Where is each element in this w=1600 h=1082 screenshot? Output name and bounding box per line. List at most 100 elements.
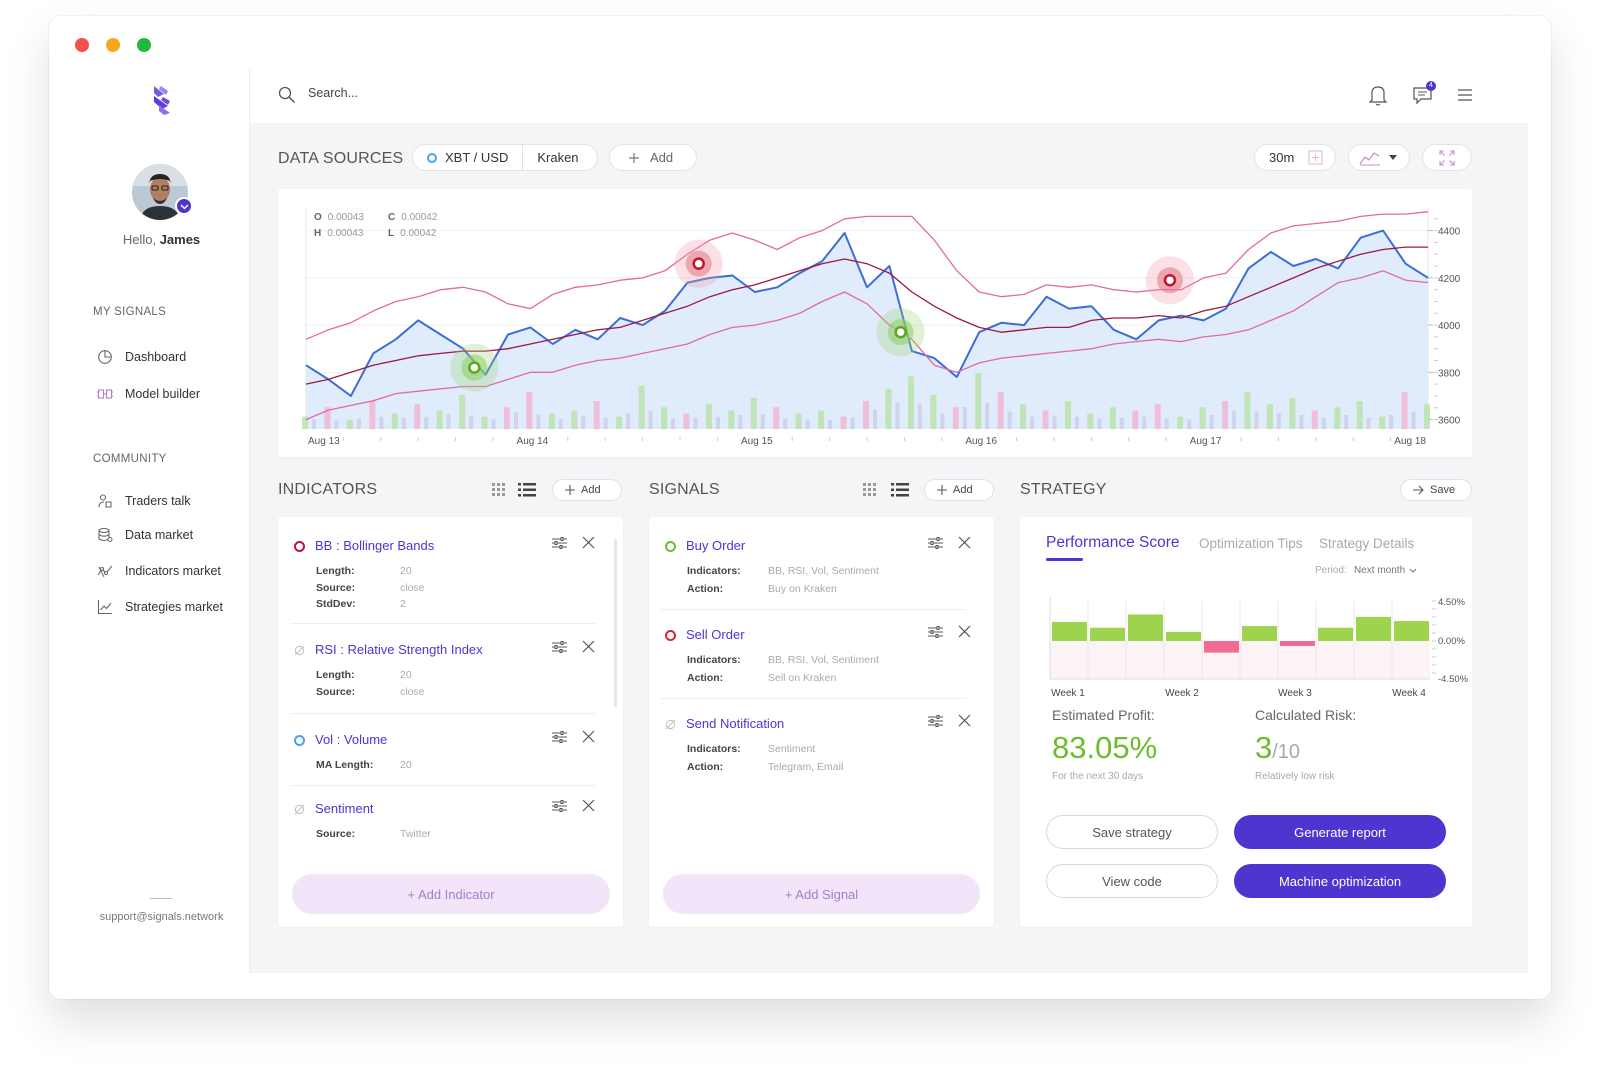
disabled-icon: [665, 719, 676, 730]
settings-sliders-icon[interactable]: [928, 714, 943, 728]
settings-sliders-icon[interactable]: [552, 799, 567, 813]
sidebar-item-dashboard[interactable]: Dashboard: [97, 349, 186, 365]
support-email[interactable]: support@signals.network: [99, 911, 224, 923]
y-tick-label: 4200: [1438, 274, 1461, 285]
list-view-icon[interactable]: [891, 483, 909, 497]
x-tick-label: Aug 16: [965, 436, 997, 447]
settings-sliders-icon[interactable]: [552, 730, 567, 744]
settings-sliders-icon[interactable]: [928, 536, 943, 550]
volume-bar: [818, 410, 825, 429]
tab-strategy-details[interactable]: Strategy Details: [1319, 536, 1415, 551]
close-icon[interactable]: [958, 536, 971, 549]
volume-bar: [1311, 410, 1318, 429]
grid-view-icon[interactable]: [492, 483, 506, 497]
strategy-card: Performance Score Optimization Tips Stra…: [1020, 517, 1472, 927]
volume-bar: [1154, 404, 1161, 429]
main-content: 4 DATA SOURCES XBT / USD Kraken Add 30m: [250, 68, 1528, 973]
volume-bar: [603, 417, 608, 429]
x-tick-label: Aug 13: [308, 436, 340, 447]
data-source-selector[interactable]: XBT / USD Kraken: [412, 144, 598, 171]
logo-icon[interactable]: [151, 84, 173, 121]
machine-optimization-button[interactable]: Machine optimization: [1234, 864, 1446, 898]
sidebar-item-model-builder[interactable]: Model builder: [97, 386, 200, 402]
x-tick-label: Week 1: [1051, 688, 1085, 699]
sidebar-item-traders-talk[interactable]: Traders talk: [97, 493, 191, 509]
settings-sliders-icon[interactable]: [928, 625, 943, 639]
add-indicator-button[interactable]: Add: [552, 479, 622, 501]
volume-bar: [1007, 411, 1012, 429]
volume-bar: [1379, 416, 1386, 429]
greeting: Hello, James: [122, 232, 201, 247]
add-signal-large-button[interactable]: + Add Signal: [663, 874, 980, 914]
sidebar-item-indicators-market[interactable]: Indicators market: [97, 563, 221, 579]
settings-sliders-icon[interactable]: [552, 536, 567, 550]
avatar[interactable]: [132, 164, 188, 220]
performance-chart[interactable]: 4.50% 0.00% -4.50% Week 1 Week 2 Week 3 Week 4: [1020, 579, 1472, 699]
chart-type-selector[interactable]: [1348, 144, 1410, 171]
sidebar-item-strategies-market[interactable]: Strategies market: [97, 599, 223, 615]
status-dot-icon: [294, 541, 305, 552]
volume-bar: [715, 416, 720, 429]
item-field-value: 20: [400, 565, 412, 577]
search-input[interactable]: [308, 86, 708, 100]
view-code-button[interactable]: View code: [1046, 864, 1218, 898]
add-indicator-large-button[interactable]: + Add Indicator: [292, 874, 610, 914]
close-icon[interactable]: [582, 799, 595, 812]
fullscreen-button[interactable]: [1422, 144, 1472, 171]
positive-bar: [1318, 627, 1353, 641]
list-view-icon[interactable]: [518, 483, 536, 497]
close-icon[interactable]: [582, 730, 595, 743]
interval-selector[interactable]: 30m: [1254, 144, 1336, 171]
add-signal-button[interactable]: Add: [924, 479, 994, 501]
positive-bar: [1394, 621, 1429, 641]
tab-performance-score[interactable]: Performance Score: [1046, 534, 1180, 551]
volume-bar: [312, 419, 316, 429]
volume-bar: [975, 373, 982, 429]
buy-signal-marker[interactable]: [894, 325, 907, 339]
plus-icon: [937, 485, 947, 495]
maximize-window-button[interactable]: [137, 38, 151, 52]
close-icon[interactable]: [958, 625, 971, 638]
volume-bar: [626, 413, 631, 429]
settings-sliders-icon[interactable]: [552, 640, 567, 654]
minimize-window-button[interactable]: [106, 38, 120, 52]
bell-icon[interactable]: [1368, 84, 1388, 106]
verified-badge-icon: [175, 197, 193, 215]
buy-signal-marker[interactable]: [468, 361, 481, 374]
positive-bar: [1166, 631, 1201, 641]
sell-signal-marker[interactable]: [1163, 273, 1177, 287]
volume-bar: [795, 413, 802, 429]
price-chart[interactable]: 4400 4200 4000 3800 3600 Aug 13 Aug 14 Aug 15 Au…: [278, 189, 1472, 457]
period-selector[interactable]: Next month: [1354, 565, 1417, 576]
y-tick-label: 4400: [1438, 227, 1461, 238]
save-button[interactable]: Save: [1400, 479, 1472, 501]
volume-bar: [962, 407, 967, 429]
tab-optimization-tips[interactable]: Optimization Tips: [1199, 536, 1303, 551]
volume-bar: [671, 418, 676, 429]
close-icon[interactable]: [958, 714, 971, 727]
volume-bar: [513, 412, 518, 429]
scrollbar[interactable]: [614, 539, 617, 707]
volume-bar: [414, 404, 421, 429]
add-data-source-button[interactable]: Add: [609, 144, 697, 171]
item-field-value: Twitter: [400, 828, 431, 840]
generate-report-button[interactable]: Generate report: [1234, 815, 1446, 849]
item-field-label: StdDev:: [316, 598, 356, 610]
volume-bar: [693, 417, 698, 429]
volume-bar: [491, 419, 496, 429]
volume-bar: [1020, 404, 1027, 429]
sidebar-item-data-market[interactable]: Data market: [97, 527, 193, 543]
divider: [290, 713, 595, 714]
chevron-down-icon: [1409, 568, 1417, 573]
grid-view-icon[interactable]: [863, 483, 877, 497]
item-field-value: Sentiment: [768, 743, 816, 755]
close-window-button[interactable]: [75, 38, 89, 52]
volume-bar: [1232, 410, 1237, 429]
sell-signal-marker[interactable]: [692, 257, 705, 270]
volume-bar: [424, 416, 429, 429]
menu-icon[interactable]: [1456, 84, 1474, 106]
volume-bar: [952, 407, 959, 429]
close-icon[interactable]: [582, 536, 595, 549]
close-icon[interactable]: [582, 640, 595, 653]
save-strategy-button[interactable]: Save strategy: [1046, 815, 1218, 849]
